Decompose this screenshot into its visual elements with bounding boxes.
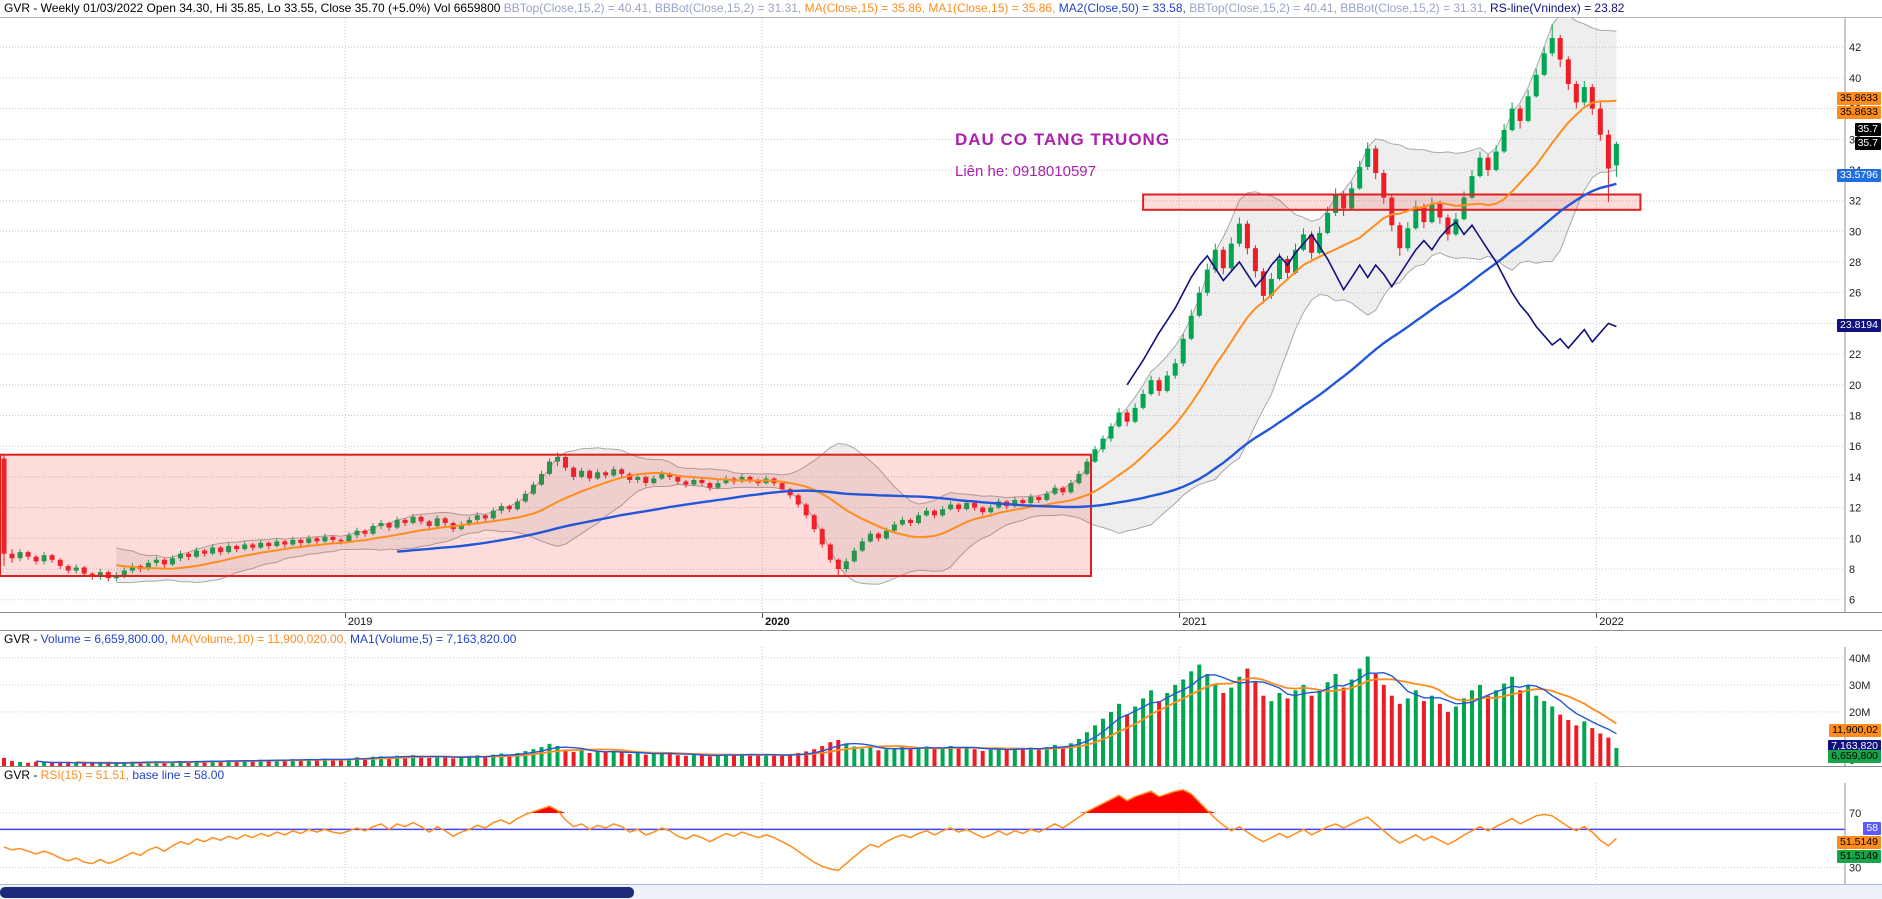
header-segment: GVR - (4, 632, 41, 646)
year-tick (344, 613, 346, 618)
bollinger-band-fill (116, 18, 1617, 585)
volume-panel-header: GVR - Volume = 6,659,800.00, MA(Volume,1… (0, 630, 1882, 647)
svg-text:16: 16 (1849, 441, 1861, 453)
svg-text:14: 14 (1849, 472, 1861, 484)
watermark-line-2: Liên he: 0918010597 (955, 163, 1096, 180)
header-segment: BBTop(Close,15,2) = 40.41, (503, 1, 655, 15)
header-segment: RS-line(Vnindex) = 23.82 (1490, 1, 1625, 15)
axis-badge: 6,659,800 (1828, 749, 1881, 763)
axis-badge: 58 (1863, 822, 1881, 836)
candles (1, 24, 1619, 582)
ma15-line (116, 99, 1617, 570)
svg-text:26: 26 (1849, 288, 1861, 300)
axis-badge: 7,163,820 (1828, 739, 1881, 753)
rsi-chart-canvas: 70 30 (0, 783, 1861, 884)
svg-text:42: 42 (1849, 42, 1861, 54)
support-resistance-box (1142, 193, 1642, 211)
header-segment: BBTop(Close,15,2) = 40.41, (1189, 1, 1341, 15)
price-chart-panel[interactable]: 681012141618202224262830323436384042 DAU… (0, 18, 1882, 612)
svg-text:28: 28 (1849, 257, 1861, 269)
svg-text:30: 30 (1849, 226, 1861, 238)
svg-text:20: 20 (1849, 380, 1861, 392)
watermark-line-1: DAU CO TANG TRUONG (955, 130, 1171, 149)
svg-text:30M: 30M (1849, 680, 1870, 692)
year-label: 2019 (347, 616, 373, 628)
svg-text:22: 22 (1849, 349, 1861, 361)
volume-chart-canvas: 40M30M20M0 (0, 647, 1870, 766)
rsi-line (3, 789, 1617, 872)
year-label: 2020 (765, 616, 790, 628)
header-segment: MA1(Close,15) = 35.86, (928, 1, 1059, 15)
rsi-panel-header: GVR - RSI(15) = 51.51, base line = 58.00 (0, 766, 1882, 783)
axis-badge: 35.8633 (1837, 106, 1881, 120)
time-axis[interactable]: 2019 2020 2021 2022 (0, 612, 1882, 630)
year-label: 2021 (1182, 616, 1207, 628)
header-segment: MA(Close,15) = 35.86, (804, 1, 929, 15)
axis-badge: 35.7 (1854, 136, 1881, 150)
axis-badge: 11,900,02 (1829, 723, 1881, 737)
header-segment: Volume = 6,659,800.00, (40, 632, 172, 646)
axis-badge: 51.5149 (1837, 850, 1881, 864)
watermark-note: DAU CO TANG TRUONG Liên he: 0918010597 (955, 130, 1170, 180)
rsi-overbought-fill (4, 789, 1617, 813)
header-segment: MA1(Volume,5) = 7,163,820.00 (350, 632, 517, 646)
svg-text:8: 8 (1849, 564, 1855, 576)
axis-badge: 23.8194 (1837, 319, 1881, 333)
support-resistance-box (0, 453, 1092, 578)
year-tick (1179, 613, 1181, 618)
chart-title-bar: GVR - Weekly 01/03/2022 Open 34.30, Hi 3… (0, 0, 1882, 18)
header-segment: MA(Volume,10) = 11,900,020.00, (171, 632, 351, 646)
volume-ma5-line (36, 671, 1617, 764)
header-segment: RSI(15) = 51.51, (40, 768, 133, 782)
header-segment: MA2(Close,50) = 33.58, (1058, 1, 1190, 15)
header-segment: GVR - (4, 768, 41, 782)
year-tick (1596, 613, 1598, 618)
header-segment: BBBot(Close,15,2) = 31.31, (654, 1, 805, 15)
svg-text:32: 32 (1849, 196, 1861, 208)
h-scrollbar-thumb[interactable] (0, 887, 635, 898)
rs-line (1126, 220, 1617, 386)
svg-text:6: 6 (1849, 595, 1855, 607)
svg-text:18: 18 (1849, 411, 1861, 423)
svg-text:20M: 20M (1849, 707, 1870, 719)
h-scrollbar[interactable] (0, 884, 1882, 899)
svg-text:40: 40 (1849, 73, 1861, 85)
svg-text:12: 12 (1849, 503, 1861, 515)
year-label: 2022 (1599, 616, 1624, 628)
volume-bars (2, 656, 1619, 766)
rsi-chart-panel[interactable]: 70 30 58 51.5149 51.5149 (0, 783, 1882, 884)
ma50-line (397, 182, 1617, 553)
header-segment: base line = 58.00 (132, 768, 225, 782)
svg-text:40M: 40M (1849, 653, 1870, 665)
svg-text:10: 10 (1849, 533, 1861, 545)
price-chart-canvas: 681012141618202224262830323436384042 (0, 18, 1861, 612)
axis-badge: 33.5796 (1837, 169, 1881, 183)
year-tick (762, 613, 764, 618)
axis-badge: 35.8633 (1837, 92, 1881, 106)
svg-text:30: 30 (1849, 863, 1861, 875)
axis-badge: 51.5149 (1837, 836, 1881, 850)
svg-text:70: 70 (1849, 808, 1861, 820)
bollinger-bottom-line (116, 169, 1617, 585)
header-segment: GVR - Weekly 01/03/2022 Open 34.30, Hi 3… (4, 1, 504, 15)
axis-badge: 35.7 (1854, 122, 1881, 136)
header-segment: BBBot(Close,15,2) = 31.31, (1340, 1, 1491, 15)
